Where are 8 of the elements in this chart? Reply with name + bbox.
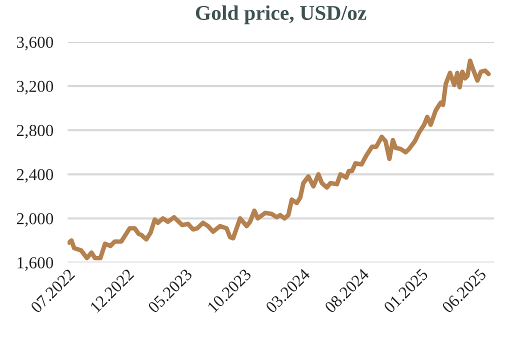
y-tick-label: 2,800 (16, 124, 54, 139)
y-tick-label: 2,000 (16, 213, 54, 227)
y-tick-label: 1,600 (18, 257, 54, 271)
y-tick-label: 3,200 (17, 80, 54, 94)
chart-title: Gold price, USD/oz (196, 5, 366, 24)
y-tick-label: 3,600 (17, 36, 54, 50)
y-tick-label: 2,400 (16, 169, 54, 183)
line-series (68, 58, 491, 260)
